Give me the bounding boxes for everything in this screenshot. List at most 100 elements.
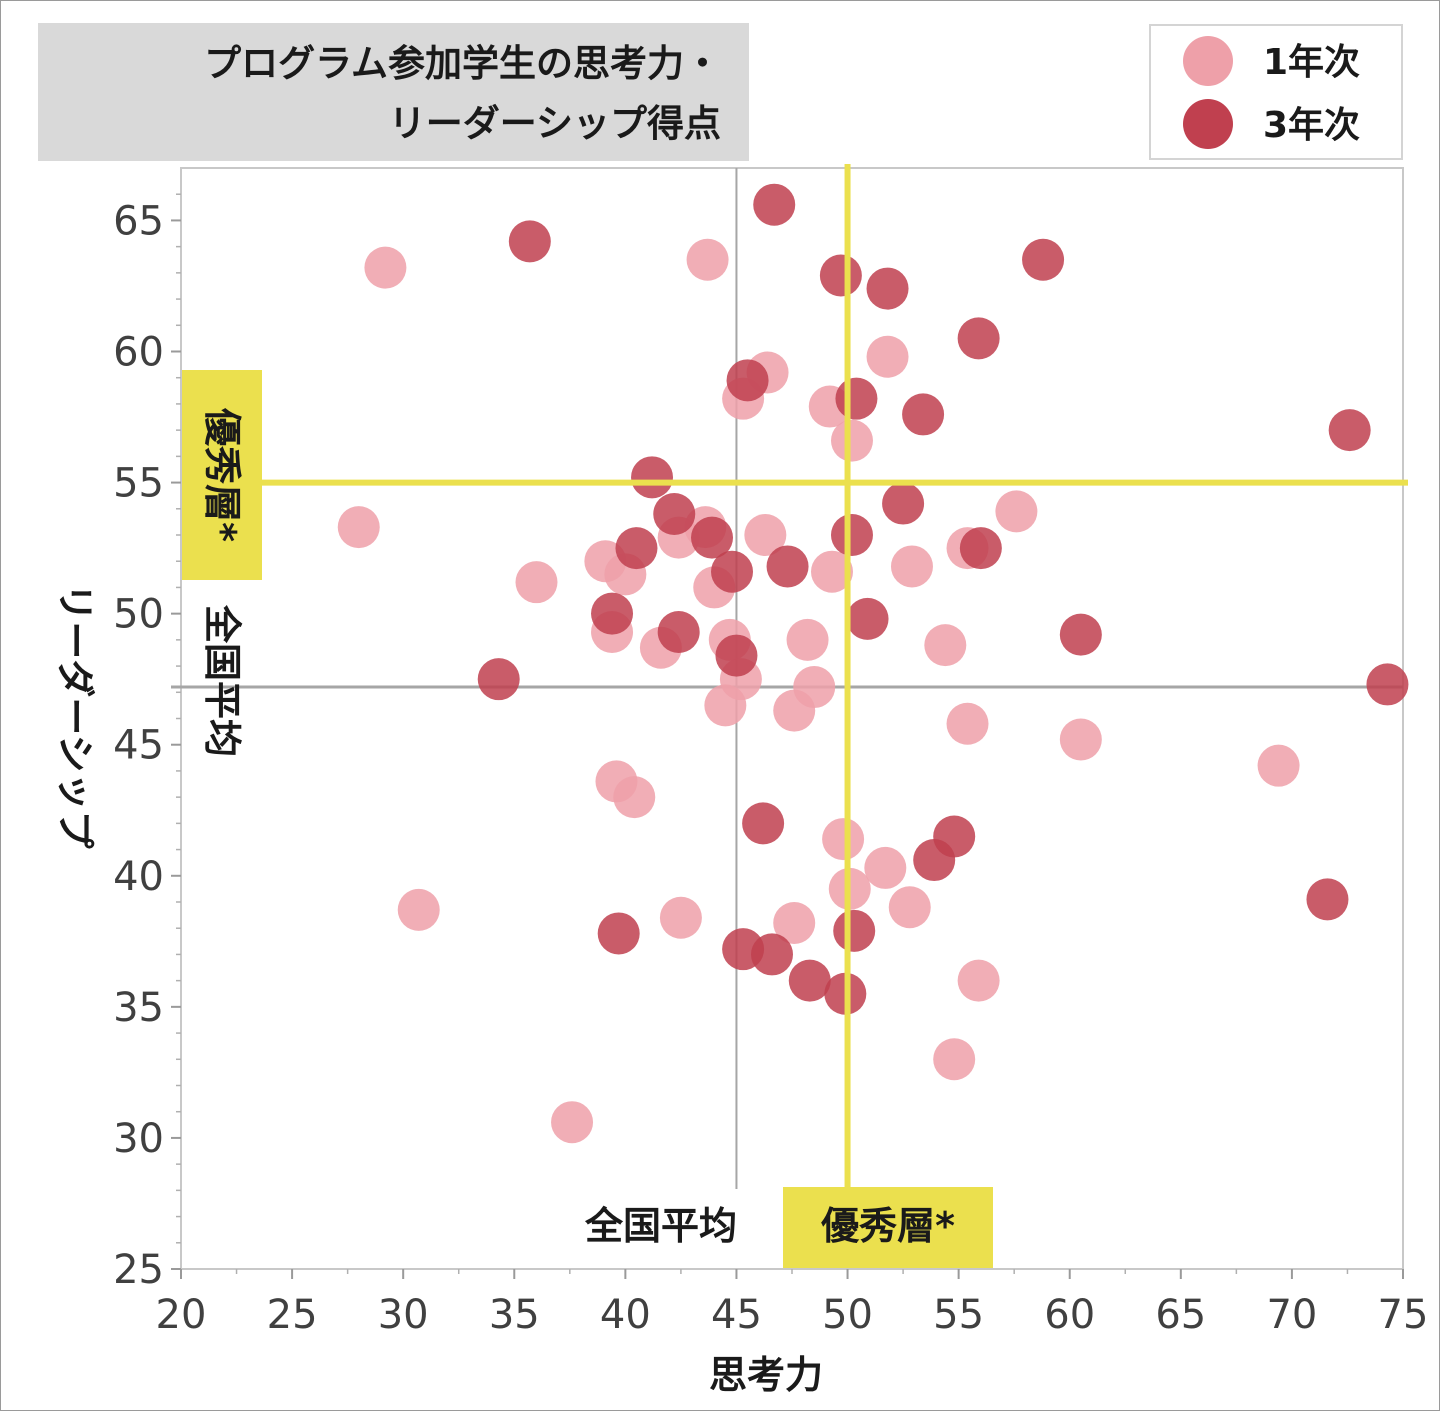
- excellent-y-label: 優秀層*: [200, 407, 244, 542]
- data-point: [711, 550, 754, 593]
- data-point: [591, 592, 634, 635]
- data-point: [1306, 878, 1349, 921]
- legend: 1年次 3年次: [1149, 24, 1403, 160]
- data-point: [1059, 718, 1102, 761]
- data-point: [753, 183, 796, 226]
- data-point: [766, 545, 809, 588]
- data-point: [337, 506, 380, 549]
- data-point: [1257, 744, 1300, 787]
- x-tick-label: 55: [933, 1292, 984, 1338]
- data-point: [615, 527, 658, 570]
- data-point: [1059, 613, 1102, 656]
- data-point: [788, 959, 831, 1002]
- data-point: [597, 912, 640, 955]
- data-point: [933, 1038, 976, 1081]
- title-line-1: プログラム参加学生の思考力・: [204, 42, 721, 85]
- data-point: [715, 634, 758, 677]
- x-tick-label: 45: [711, 1292, 762, 1338]
- data-point: [888, 886, 931, 929]
- data-point: [786, 618, 829, 661]
- data-point: [613, 776, 656, 819]
- excellent-y-label-box: [182, 370, 262, 580]
- data-point: [1366, 663, 1409, 706]
- y-axis-title: リーダーシップ: [53, 583, 97, 848]
- title-box: [38, 23, 749, 161]
- x-tick-label: 35: [489, 1292, 540, 1338]
- y-tick-label: 25: [113, 1247, 164, 1293]
- x-tick-label: 40: [600, 1292, 651, 1338]
- x-tick-label: 70: [1266, 1292, 1317, 1338]
- x-tick-label: 50: [822, 1292, 873, 1338]
- legend-marker-1: [1183, 36, 1233, 86]
- excellent-x-label-box: [783, 1187, 993, 1268]
- excellent-x-label: 優秀層*: [820, 1204, 955, 1248]
- data-point: [742, 802, 785, 845]
- y-tick-label: 45: [113, 723, 164, 769]
- legend-label-2: 3年次: [1263, 105, 1360, 146]
- x-tick-label: 60: [1044, 1292, 1095, 1338]
- data-point: [364, 246, 407, 289]
- y-tick-label: 65: [113, 198, 164, 244]
- x-tick-label: 65: [1155, 1292, 1206, 1338]
- y-tick-label: 40: [113, 854, 164, 900]
- data-point: [890, 545, 933, 588]
- data-point: [659, 896, 702, 939]
- chart-title: プログラム参加学生の思考力・リーダーシップ得点: [38, 23, 749, 161]
- data-point: [957, 959, 1000, 1002]
- y-tick-label: 55: [113, 461, 164, 507]
- data-point: [902, 393, 945, 436]
- data-point: [822, 818, 865, 861]
- data-point: [773, 689, 816, 732]
- data-point: [397, 888, 440, 931]
- data-point: [726, 359, 769, 402]
- data-point: [995, 490, 1038, 533]
- data-point: [551, 1101, 594, 1144]
- title-line-2: リーダーシップ得点: [389, 102, 721, 145]
- data-point: [830, 419, 873, 462]
- data-point: [657, 610, 700, 653]
- data-point: [913, 839, 956, 882]
- data-point: [1328, 409, 1371, 452]
- data-point: [864, 846, 907, 889]
- data-point: [691, 516, 734, 559]
- x-axis-title: 思考力: [709, 1353, 823, 1397]
- data-point: [704, 684, 747, 727]
- data-point: [866, 267, 909, 310]
- data-point: [1022, 238, 1065, 281]
- data-point: [477, 658, 520, 701]
- data-point: [959, 527, 1002, 570]
- data-point: [833, 909, 876, 952]
- data-point: [957, 317, 1000, 360]
- data-point: [924, 624, 967, 667]
- data-point: [686, 238, 729, 281]
- x-tick-label: 30: [378, 1292, 429, 1338]
- data-point: [819, 254, 862, 297]
- y-tick-label: 60: [113, 330, 164, 376]
- data-point: [846, 597, 889, 640]
- x-tick-label: 75: [1378, 1292, 1429, 1338]
- data-point: [946, 702, 989, 745]
- y-tick-label: 50: [113, 592, 164, 638]
- x-tick-label: 20: [156, 1292, 207, 1338]
- plot-area: 全国平均 優秀層*優秀層*全国平均: [171, 164, 1409, 1270]
- national-average-x-label: 全国平均: [584, 1204, 737, 1248]
- x-tick-label: 25: [267, 1292, 318, 1338]
- y-tick-label: 30: [113, 1116, 164, 1162]
- national-average-y-label: 全国平均: [200, 604, 244, 757]
- legend-marker-2: [1183, 99, 1233, 149]
- data-point: [773, 901, 816, 944]
- data-point: [882, 482, 925, 525]
- data-point: [751, 933, 794, 976]
- data-point: [631, 456, 674, 499]
- legend-label-1: 1年次: [1263, 42, 1360, 83]
- data-point: [866, 335, 909, 378]
- data-point: [835, 377, 878, 420]
- data-point: [744, 514, 787, 556]
- data-point: [653, 493, 696, 536]
- data-point: [515, 561, 558, 604]
- data-point: [810, 550, 853, 593]
- data-point: [508, 220, 551, 263]
- data-point: [830, 514, 873, 556]
